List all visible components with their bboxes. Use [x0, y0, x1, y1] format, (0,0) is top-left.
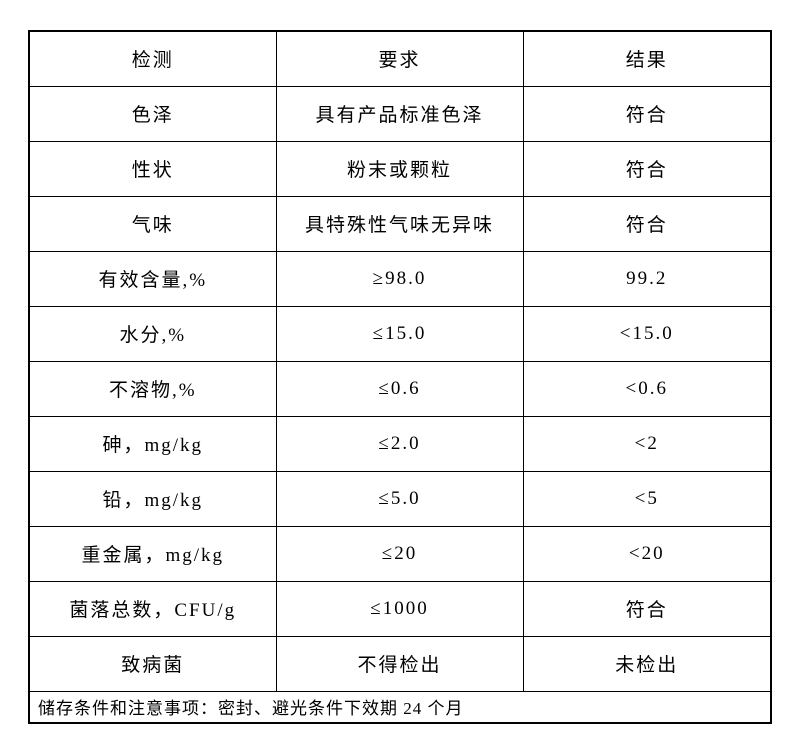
table-row: 砷，mg/kg ≤2.0 <2	[28, 415, 772, 472]
item-cell: 不溶物,%	[28, 360, 277, 417]
table-row: 性状 粉末或颗粒 符合	[28, 140, 772, 197]
table-row: 铅，mg/kg ≤5.0 <5	[28, 470, 772, 527]
requirement-cell: 具有产品标准色泽	[275, 85, 524, 142]
result-cell: 99.2	[522, 250, 772, 307]
header-cell-requirement: 要求	[275, 30, 524, 87]
table-row: 重金属，mg/kg ≤20 <20	[28, 525, 772, 582]
item-cell: 铅，mg/kg	[28, 470, 277, 527]
header-cell-test: 检测	[28, 30, 277, 87]
item-cell: 水分,%	[28, 305, 277, 362]
table-row: 水分,% ≤15.0 <15.0	[28, 305, 772, 362]
item-cell: 性状	[28, 140, 277, 197]
result-cell: 符合	[522, 580, 772, 637]
table-row: 菌落总数，CFU/g ≤1000 符合	[28, 580, 772, 637]
table-row: 色泽 具有产品标准色泽 符合	[28, 85, 772, 142]
result-cell: 未检出	[522, 635, 772, 692]
table-row: 致病菌 不得检出 未检出	[28, 635, 772, 692]
result-cell: <20	[522, 525, 772, 582]
item-cell: 色泽	[28, 85, 277, 142]
requirement-cell: ≤0.6	[275, 360, 524, 417]
item-cell: 菌落总数，CFU/g	[28, 580, 277, 637]
table-row: 不溶物,% ≤0.6 <0.6	[28, 360, 772, 417]
result-cell: 符合	[522, 140, 772, 197]
requirement-cell: 不得检出	[275, 635, 524, 692]
result-cell: <15.0	[522, 305, 772, 362]
table-row: 气味 具特殊性气味无异味 符合	[28, 195, 772, 252]
requirement-cell: 粉末或颗粒	[275, 140, 524, 197]
requirement-cell: ≤15.0	[275, 305, 524, 362]
table-row: 有效含量,% ≥98.0 99.2	[28, 250, 772, 307]
requirement-cell: ≤5.0	[275, 470, 524, 527]
item-cell: 有效含量,%	[28, 250, 277, 307]
inspection-table: 检测 要求 结果 色泽 具有产品标准色泽 符合 性状 粉末或颗粒 符合 气味 具…	[28, 30, 772, 724]
storage-conditions-note: 储存条件和注意事项：密封、避光条件下效期 24 个月	[28, 690, 772, 724]
table-footer-row: 储存条件和注意事项：密封、避光条件下效期 24 个月	[28, 690, 772, 724]
table-header-row: 检测 要求 结果	[28, 30, 772, 87]
item-cell: 砷，mg/kg	[28, 415, 277, 472]
header-cell-result: 结果	[522, 30, 772, 87]
result-cell: 符合	[522, 195, 772, 252]
requirement-cell: ≤1000	[275, 580, 524, 637]
requirement-cell: 具特殊性气味无异味	[275, 195, 524, 252]
result-cell: <0.6	[522, 360, 772, 417]
item-cell: 致病菌	[28, 635, 277, 692]
requirement-cell: ≤20	[275, 525, 524, 582]
result-cell: <5	[522, 470, 772, 527]
requirement-cell: ≥98.0	[275, 250, 524, 307]
item-cell: 气味	[28, 195, 277, 252]
item-cell: 重金属，mg/kg	[28, 525, 277, 582]
requirement-cell: ≤2.0	[275, 415, 524, 472]
result-cell: 符合	[522, 85, 772, 142]
result-cell: <2	[522, 415, 772, 472]
